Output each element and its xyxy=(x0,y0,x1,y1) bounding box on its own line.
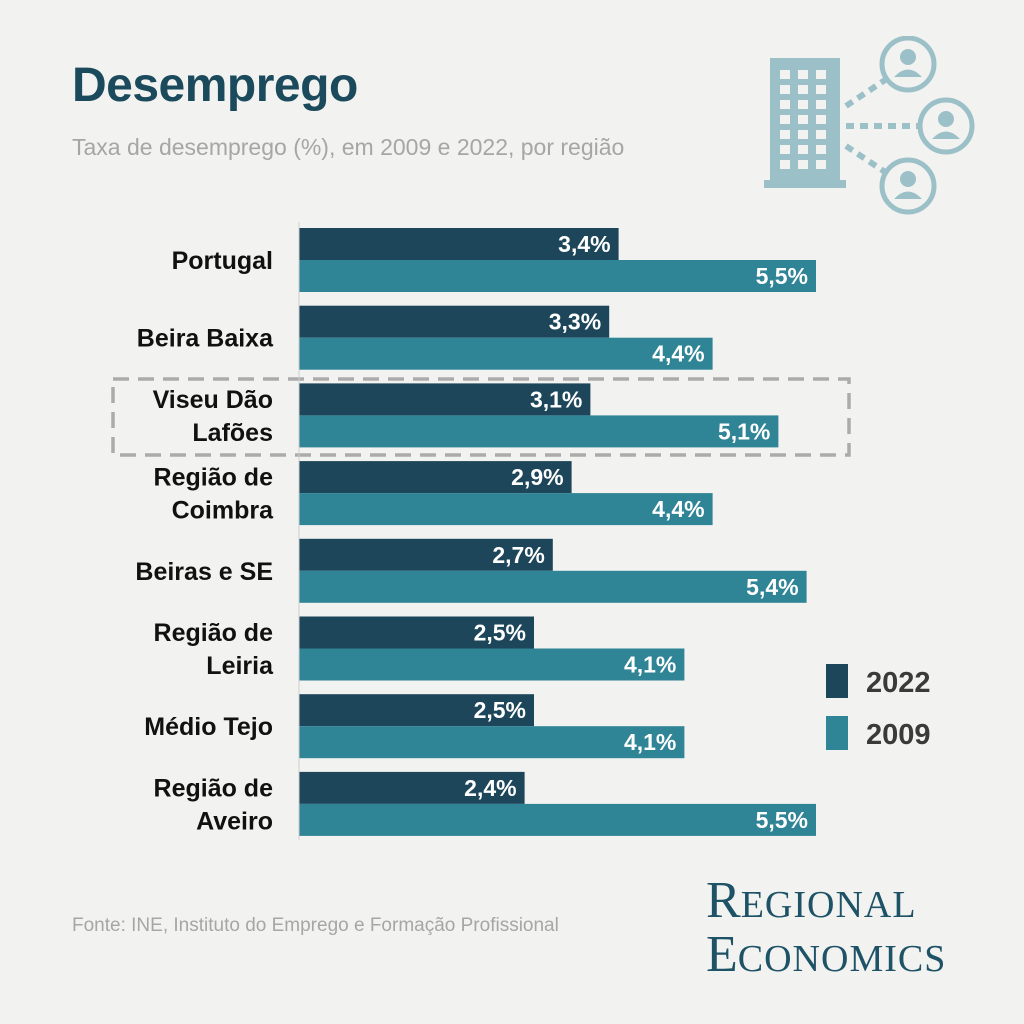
bar-value-label: 5,1% xyxy=(718,418,770,444)
bar-2022 xyxy=(299,461,572,494)
bar-value-label: 2,4% xyxy=(464,775,516,801)
bar-2009 xyxy=(299,493,713,526)
bar-value-label: 4,4% xyxy=(652,496,704,522)
bar-value-label: 3,4% xyxy=(558,231,610,257)
bar-value-label: 3,3% xyxy=(549,309,601,335)
chart-title: Desemprego xyxy=(72,59,358,112)
category-group: Médio Tejo 2,5% 4,1% xyxy=(144,694,685,759)
bar-value-label: 4,4% xyxy=(652,341,704,367)
category-group: Região de Coimbra 2,9% 4,4% xyxy=(154,461,713,526)
category-label: Região de Coimbra xyxy=(154,464,275,525)
bar-2022 xyxy=(299,771,525,804)
category-group: Região de Aveiro 2,4% 5,5% xyxy=(154,771,816,836)
highlight-box xyxy=(111,377,851,457)
bar-2009 xyxy=(299,570,807,603)
bar-2009 xyxy=(299,648,685,681)
brand-logo: REGIONAL ECONOMICS xyxy=(706,872,947,983)
bar-2022 xyxy=(299,616,534,649)
chart-subtitle: Taxa de desemprego (%), em 2009 e 2022, … xyxy=(72,134,625,160)
category-label: Região de Aveiro xyxy=(154,774,274,835)
building-network-icon xyxy=(764,36,975,215)
category-group: Beira Baixa 3,3% 4,4% xyxy=(137,305,713,370)
legend-label: 2022 xyxy=(866,667,931,699)
bar-value-label: 5,5% xyxy=(756,807,808,833)
bar-2022 xyxy=(299,694,534,727)
source-note: Fonte: INE, Instituto do Emprego e Forma… xyxy=(72,915,559,936)
bar-value-label: 2,5% xyxy=(474,620,526,646)
category-group: Viseu Dão Lafões 3,1% 5,1% xyxy=(111,377,851,457)
legend-swatch xyxy=(826,664,848,698)
bar-value-label: 2,5% xyxy=(474,697,526,723)
bar-2009 xyxy=(299,337,713,370)
bar-2022 xyxy=(299,538,553,571)
category-label: Médio Tejo xyxy=(144,713,273,741)
bar-value-label: 2,7% xyxy=(492,542,544,568)
bar-2022 xyxy=(299,228,619,260)
category-group: Portugal 3,4% 5,5% xyxy=(172,228,816,292)
category-label: Portugal xyxy=(172,247,273,275)
category-label: Beiras e SE xyxy=(135,558,273,586)
bar-value-label: 5,5% xyxy=(756,263,808,289)
category-label: Viseu Dão Lafões xyxy=(153,386,273,447)
legend-label: 2009 xyxy=(866,719,931,751)
bar-2022 xyxy=(299,383,591,416)
bar-value-label: 2,9% xyxy=(511,464,563,490)
bar-value-label: 4,1% xyxy=(624,729,676,755)
category-group: Região de Leiria 2,5% 4,1% xyxy=(154,616,685,681)
bar-2009 xyxy=(299,260,816,292)
bar-value-label: 4,1% xyxy=(624,652,676,678)
bar-2009 xyxy=(299,803,816,836)
bar-value-label: 5,4% xyxy=(746,574,798,600)
bar-2022 xyxy=(299,305,610,338)
category-group: Beiras e SE 2,7% 5,4% xyxy=(135,538,807,603)
chart-legend: 2022 2009 xyxy=(826,664,931,751)
bar-2009 xyxy=(299,415,779,448)
category-label: Região de Leiria xyxy=(154,619,275,680)
bar-value-label: 3,1% xyxy=(530,386,582,412)
bar-2009 xyxy=(299,726,685,759)
category-label: Beira Baixa xyxy=(137,325,274,353)
legend-swatch xyxy=(826,716,848,750)
